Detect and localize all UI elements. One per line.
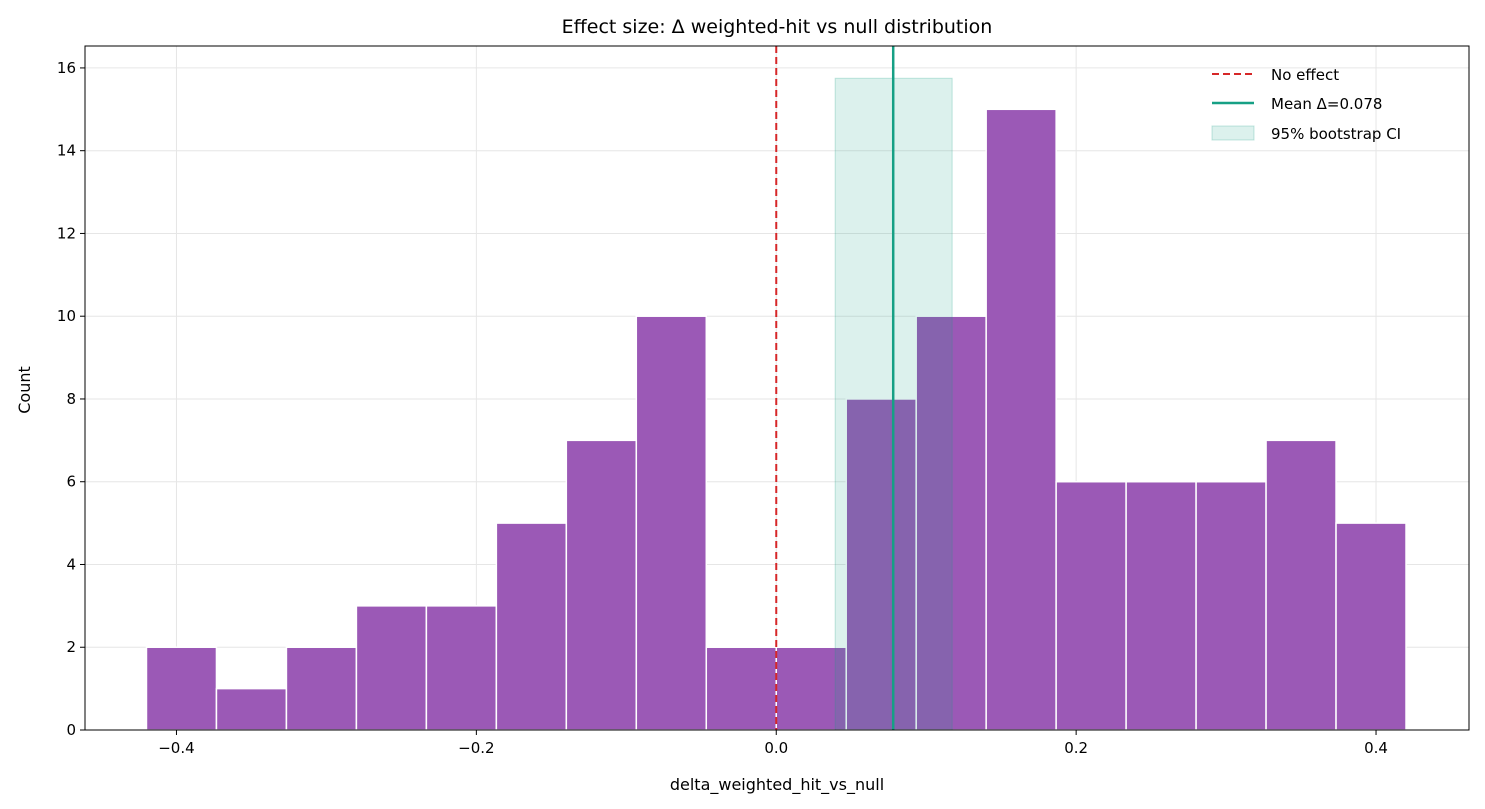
histogram-bar [1265,439,1337,731]
legend-no-effect-label: No effect [1271,66,1339,84]
chart-title: Effect size: Δ weighted-hit vs null dist… [562,16,993,38]
y-tick-label: 4 [66,555,76,573]
y-axis-ticks: 0 2 4 6 8 10 12 14 16 [57,59,85,739]
y-tick-label: 6 [66,473,76,491]
x-axis-label: delta_weighted_hit_vs_null [670,775,884,795]
y-tick-label: 8 [66,390,76,408]
histogram-bar [145,646,218,731]
legend-mean-label: Mean Δ=0.078 [1271,95,1382,113]
histogram-bar [1335,522,1407,731]
histogram-bar [1055,480,1127,731]
x-tick-label: 0.2 [1064,739,1088,757]
histogram-bar [495,522,568,731]
histogram-bar [355,605,428,731]
bars [145,108,1407,731]
x-tick-label: −0.2 [458,739,494,757]
x-tick-label: 0.4 [1364,739,1388,757]
histogram-bar [425,605,498,731]
histogram-bar [285,646,358,731]
legend-ci-swatch [1211,125,1255,141]
x-tick-label: 0.0 [764,739,788,757]
x-tick-label: −0.4 [158,739,194,757]
y-tick-label: 2 [66,638,76,656]
y-axis-label: Count [15,366,34,414]
legend-ci-label: 95% bootstrap CI [1271,125,1401,143]
legend: No effect Mean Δ=0.078 95% bootstrap CI [1211,66,1401,143]
y-tick-label: 10 [57,307,76,325]
plot-frame [84,45,1470,731]
histogram-bar [705,646,778,731]
y-tick-label: 12 [57,224,76,242]
histogram-bar [635,315,708,731]
histogram-bar [985,108,1057,731]
histogram-bar [845,398,917,731]
y-tick-label: 0 [66,721,76,739]
y-tick-label: 16 [57,59,76,77]
histogram-bar [215,687,288,731]
histogram-bar [1195,480,1267,731]
overlays [775,46,953,731]
y-tick-label: 14 [57,142,76,160]
x-axis-ticks: −0.4 −0.2 0.0 0.2 0.4 [158,730,1388,757]
histogram-bar [1125,480,1197,731]
histogram-bar [915,315,987,731]
histogram-bar [565,439,638,731]
